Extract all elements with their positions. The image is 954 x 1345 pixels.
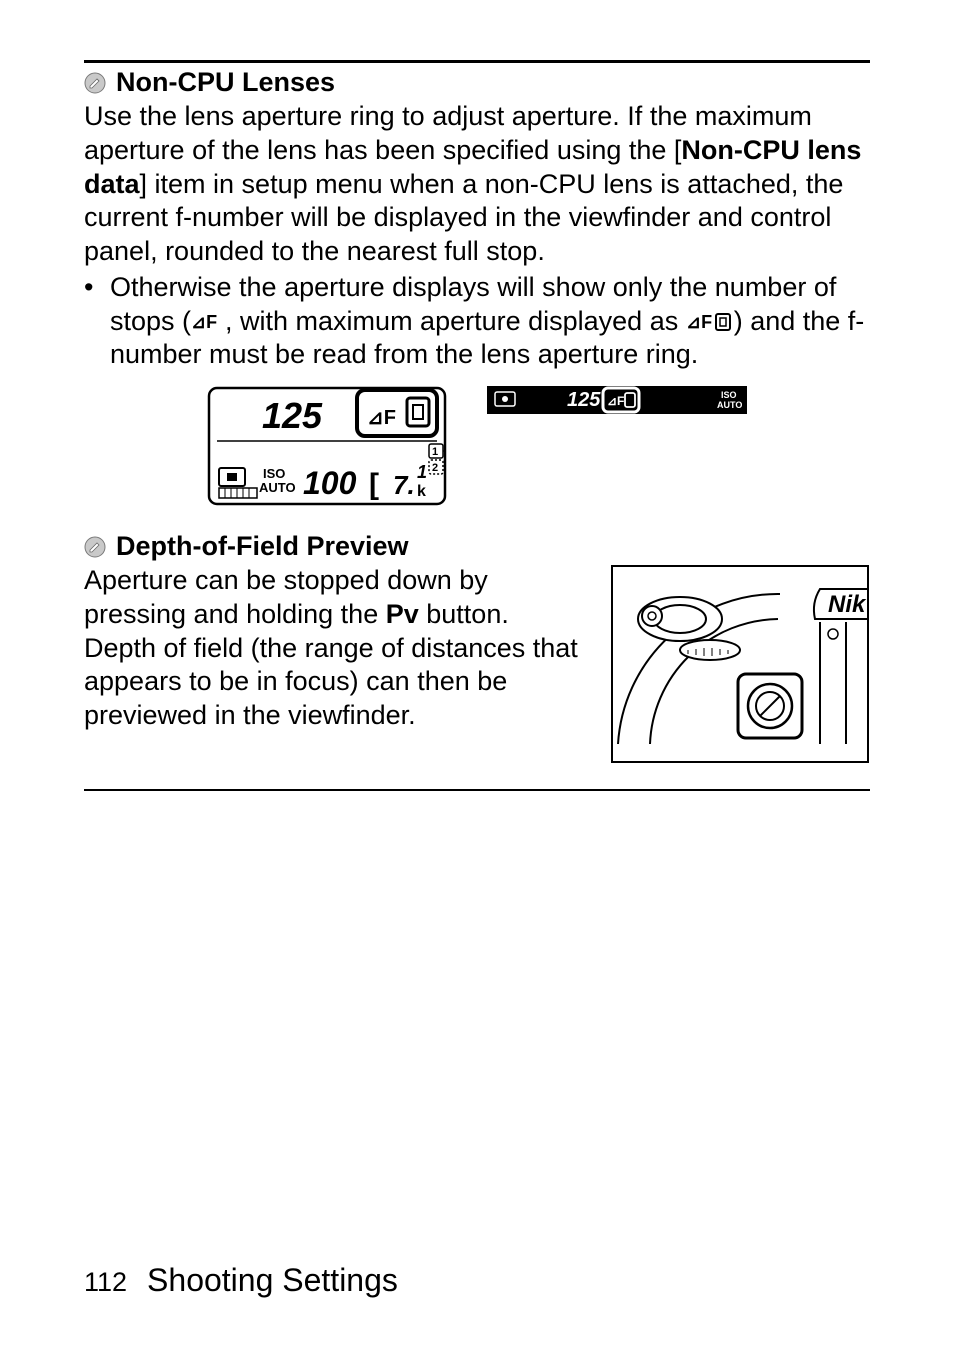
footer-title: Shooting Settings [147,1262,398,1299]
svg-text:ISO: ISO [721,390,737,400]
section1-intro: Use the lens aperture ring to adjust ape… [84,100,870,269]
section2-title: Depth-of-Field Preview [116,531,409,562]
svg-text:k: k [417,483,426,500]
svg-text:7.: 7. [393,470,415,500]
pencil-note-icon [84,536,106,558]
camera-pv-figure: Nik [610,564,870,769]
svg-text:⊿F: ⊿F [607,394,624,408]
svg-text:AUTO: AUTO [717,400,742,410]
svg-text:1: 1 [432,446,438,458]
svg-text:⊿F: ⊿F [191,312,217,332]
section1-title: Non-CPU Lenses [116,67,335,98]
svg-text:125: 125 [567,389,601,411]
bullet-mid: , with maximum aperture displayed as [225,306,686,336]
svg-text:[: [ [369,468,379,501]
svg-text:1: 1 [417,462,427,482]
svg-text:2: 2 [432,462,438,474]
figure-row: 125 ⊿F ISO AUTO [84,386,870,511]
bullet-dot-icon: • [84,271,106,372]
section2-text: Aperture can be stopped down by pressing… [84,564,580,733]
page-number: 112 [84,1267,127,1298]
cp-shutter: 125 [262,395,323,436]
page-footer: 112 Shooting Settings [84,1262,398,1299]
section1-bullet: • Otherwise the aperture displays will s… [84,271,870,372]
viewfinder-figure: 125 ⊿F ISO AUTO [487,386,747,511]
delta-f-zero-icon: ⊿F [686,311,734,333]
cp-iso-value: 100 [303,465,357,501]
section-bottom-rule [84,789,870,791]
section2-text-bold: Pv [386,599,419,629]
control-panel-figure: 125 ⊿F ISO AUTO [207,386,447,511]
section1-header: Non-CPU Lenses [84,67,870,98]
svg-text:⊿F: ⊿F [367,407,396,429]
svg-text:⊿F: ⊿F [686,312,712,332]
section-top-rule [84,60,870,63]
cp-auto-label: AUTO [259,480,296,495]
pencil-note-icon [84,72,106,94]
delta-f-icon: ⊿F [191,311,225,333]
section1-bullet-text: Otherwise the aperture displays will sho… [110,271,870,372]
section2-row: Aperture can be stopped down by pressing… [84,564,870,769]
section1-intro-suffix: ] item in setup menu when a non-CPU lens… [84,169,843,267]
cp-iso-label: ISO [263,466,285,481]
section2-header: Depth-of-Field Preview [84,531,870,562]
camera-brand-text: Nik [828,591,867,618]
